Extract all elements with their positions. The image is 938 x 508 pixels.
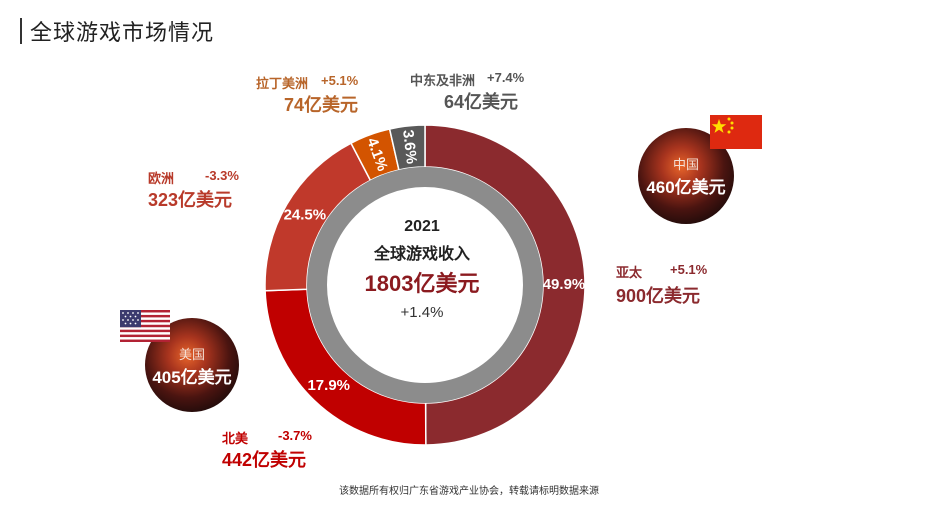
usa-badge-name: 美国: [178, 347, 205, 362]
china-flag-icon: [710, 115, 762, 149]
latin-america-name: 拉丁美洲: [256, 76, 309, 91]
latin-america-amount: 74亿美元: [284, 95, 359, 115]
europe-name: 欧洲: [148, 171, 175, 186]
pct-label-asia-pacific: 49.9%: [543, 276, 586, 293]
asia-pacific-name: 亚太: [616, 265, 643, 280]
latin-america-growth: +5.1%: [321, 73, 359, 88]
europe-growth: -3.3%: [205, 168, 239, 183]
title-accent-bar: [20, 18, 22, 44]
north-america-amount: 442亿美元: [222, 450, 307, 470]
center-year: 2021: [404, 218, 440, 235]
europe-amount: 323亿美元: [148, 190, 233, 210]
china-badge-amount: 460亿美元: [646, 178, 726, 197]
mea-amount: 64亿美元: [444, 92, 519, 112]
pct-label-north-america: 17.9%: [307, 377, 350, 394]
center-title: 全球游戏收入: [373, 246, 470, 263]
china-badge-name: 中国: [672, 157, 699, 172]
mea-name: 中东及非洲: [410, 73, 476, 88]
page-title: 全球游戏市场情况: [30, 20, 215, 45]
center-summary: 2021 全球游戏收入 1803亿美元 +1.4%: [322, 218, 522, 321]
asia-pacific-growth: +5.1%: [670, 262, 708, 277]
usa-flag-icon: [120, 310, 170, 342]
inner-ring: [307, 167, 543, 403]
mea-growth: +7.4%: [487, 70, 525, 85]
footnote: 该数据所有权归广东省游戏产业协会，转载请标明数据来源: [339, 486, 599, 497]
north-america-name: 北美: [222, 431, 249, 446]
usa-badge-amount: 405亿美元: [152, 368, 232, 387]
center-growth: +1.4%: [400, 304, 444, 321]
pct-label-europe: 24.5%: [284, 207, 327, 224]
center-total: 1803亿美元: [364, 271, 480, 296]
asia-pacific-amount: 900亿美元: [616, 286, 701, 306]
pct-label-mea: 3.6%: [399, 129, 420, 165]
north-america-growth: -3.7%: [278, 428, 312, 443]
